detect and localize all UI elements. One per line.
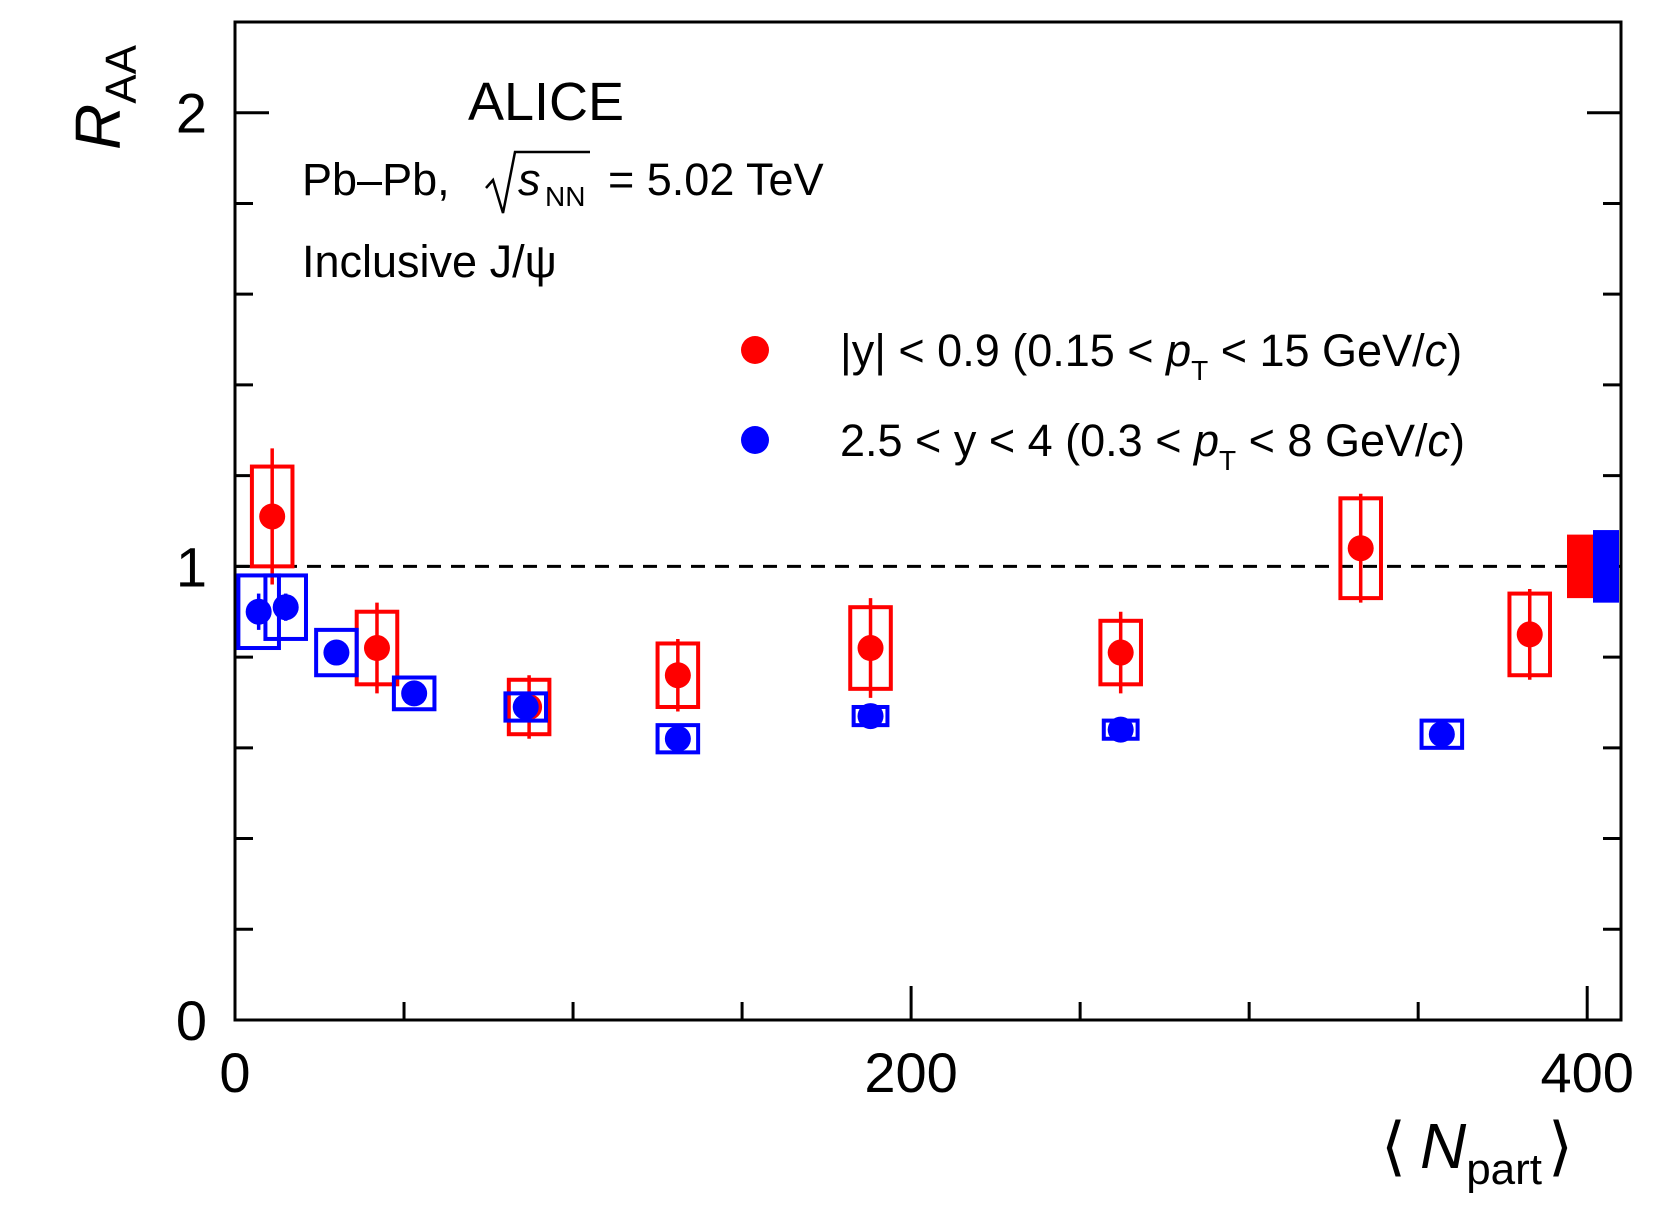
- sys-box-forward: [655, 723, 701, 755]
- y-axis-sub: AA: [97, 44, 146, 103]
- legend-marker-forward: [741, 426, 769, 454]
- plot-frame: [233, 20, 1623, 1022]
- x-axis-var: N: [1420, 1110, 1467, 1182]
- experiment-label: ALICE: [468, 72, 624, 132]
- sys-box-forward: [503, 691, 549, 723]
- global-uncertainty-midrapidity: [1567, 534, 1593, 599]
- collision-label: Pb–Pb,: [302, 154, 450, 205]
- data-point-forward: [323, 639, 350, 666]
- axis-ticks: 0 200 400 0 1 2: [176, 82, 1634, 1104]
- y-tick-label: 2: [176, 82, 207, 145]
- legend-label-midrapidity: |y| < 0.9 (0.15 < pT < 15 GeV/c): [840, 325, 1462, 386]
- sqrt-symbol: [485, 150, 590, 214]
- energy-subscript: NN: [545, 181, 585, 212]
- y-tick-label: 1: [176, 535, 207, 598]
- energy-symbol: s: [518, 154, 541, 205]
- y-axis-label: RAA: [62, 44, 146, 150]
- x-axis-close: ⟩: [1548, 1110, 1573, 1182]
- legend-marker-midrapidity: [741, 336, 769, 364]
- data-point-midrapidity: [1107, 639, 1134, 666]
- sys-box-forward: [263, 573, 308, 641]
- data-point-forward: [401, 680, 428, 707]
- data-point-midrapidity: [1347, 535, 1374, 562]
- legend: |y| < 0.9 (0.15 < pT < 15 GeV/c) 2.5 < y…: [741, 325, 1465, 476]
- sys-box-forward: [314, 627, 359, 678]
- data-point-midrapidity: [259, 503, 286, 530]
- collision-system-label: Pb–Pb, s NN = 5.02 TeV: [302, 150, 824, 214]
- x-tick-label: 0: [219, 1041, 250, 1104]
- data-point-forward: [1428, 721, 1455, 748]
- data-point-midrapidity: [664, 662, 691, 689]
- data-point-forward: [1107, 716, 1134, 743]
- data-point-forward: [664, 725, 691, 752]
- energy-value: = 5.02 TeV: [608, 154, 824, 205]
- data-point-forward: [245, 598, 272, 625]
- x-tick-label: 400: [1540, 1041, 1633, 1104]
- data-point-forward: [857, 703, 884, 730]
- global-uncertainty-forward: [1593, 530, 1619, 603]
- particle-label: Inclusive J/ψ: [302, 236, 557, 287]
- data-point-forward: [272, 594, 299, 621]
- data-point-midrapidity: [1516, 621, 1543, 648]
- data-layer: [236, 448, 1619, 755]
- y-tick-label: 0: [176, 989, 207, 1052]
- svg-text:RAA: RAA: [62, 44, 146, 150]
- y-axis-var: R: [62, 104, 134, 150]
- data-point-midrapidity: [857, 635, 884, 662]
- legend-label-forward: 2.5 < y < 4 (0.3 < pT < 8 GeV/c): [840, 415, 1465, 476]
- x-tick-label: 200: [864, 1041, 957, 1104]
- x-axis-sub: part: [1466, 1145, 1542, 1194]
- data-point-forward: [512, 693, 539, 720]
- sys-box-forward: [391, 675, 437, 712]
- data-point-midrapidity: [363, 635, 390, 662]
- sys-box-forward: [1419, 718, 1465, 750]
- x-axis-label: ⟨ Npart⟩: [1381, 1110, 1573, 1194]
- x-axis-open: ⟨: [1381, 1110, 1406, 1182]
